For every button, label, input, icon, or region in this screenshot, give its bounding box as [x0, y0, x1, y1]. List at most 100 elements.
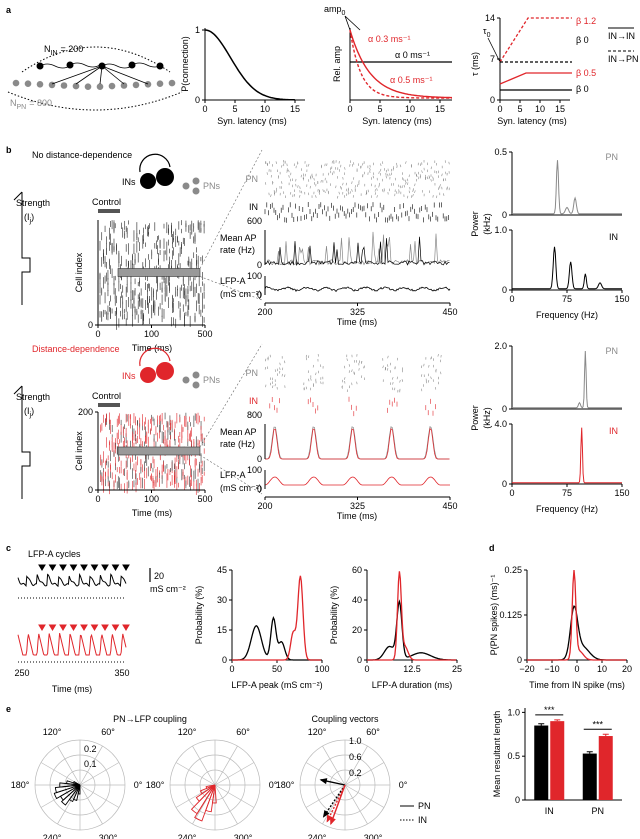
raster-spike — [297, 185, 299, 188]
label: β 0 — [576, 84, 589, 94]
raster-spike — [387, 173, 389, 177]
x-tick-label: 5 — [517, 104, 522, 114]
trace — [7, 91, 183, 111]
raster-spike — [344, 365, 346, 369]
label: τ (ms) — [470, 52, 480, 76]
polar-spoke — [214, 784, 238, 825]
trace — [367, 599, 457, 661]
trace — [512, 350, 622, 409]
text-part: ) — [31, 212, 34, 222]
polar-spoke — [305, 784, 346, 808]
error-bar — [554, 719, 561, 722]
label: PN — [605, 152, 618, 162]
y-tick-label: 0 — [88, 485, 93, 495]
label: PNs — [203, 181, 221, 191]
y-tick-label: 45 — [217, 565, 227, 575]
label: 1.0 — [349, 736, 362, 746]
x-tick-label: −20 — [519, 664, 534, 674]
raster-spike — [399, 380, 401, 383]
label: Time (ms) — [337, 511, 377, 521]
label: LFP-A — [220, 470, 246, 480]
x-tick-label: 15 — [555, 104, 565, 114]
y-tick-label: 2.0 — [494, 341, 507, 351]
raster-spike — [439, 184, 441, 187]
x-tick-label: 75 — [562, 294, 572, 304]
text-part: = 200 — [61, 44, 84, 54]
trace — [264, 231, 450, 266]
label: 60° — [101, 727, 115, 737]
label: rate (Hz) — [220, 439, 255, 449]
raster-spike — [299, 195, 301, 198]
label: 100 — [247, 271, 262, 281]
raster-spike — [354, 185, 356, 188]
bar — [598, 736, 613, 800]
pn-node — [48, 81, 56, 89]
raster-spike — [407, 182, 409, 185]
label: IN — [249, 202, 258, 212]
label: 100 — [247, 465, 262, 475]
label: (mS cm⁻²) — [220, 289, 262, 299]
y-tick-label: 0 — [517, 655, 522, 665]
y-tick-label: 1.0 — [507, 707, 520, 717]
y-tick-label: 0.125 — [499, 610, 522, 620]
x-tick-label: 0 — [497, 104, 502, 114]
y-tick-label: 40 — [352, 595, 362, 605]
raster-spike — [313, 177, 315, 181]
raster-spike — [338, 191, 340, 195]
x-tick-label: 12.5 — [403, 664, 421, 674]
raster-spike — [440, 371, 442, 375]
polar-spoke — [79, 745, 103, 786]
label: 300° — [234, 833, 253, 839]
label: 0.2 — [349, 768, 362, 778]
label: Power — [470, 405, 480, 431]
label: 20 — [154, 571, 164, 581]
label: β 0.5 — [576, 68, 596, 78]
trace — [232, 616, 322, 661]
label: Cell index — [74, 431, 84, 471]
raster-spike — [281, 373, 283, 377]
x-tick-label: PN — [591, 806, 604, 816]
x-tick-label: 20 — [622, 664, 632, 674]
cycle-marker — [59, 564, 67, 571]
label: LFP-A cycles — [28, 549, 81, 559]
trace — [17, 572, 127, 588]
label: INs — [122, 371, 136, 381]
raster-spike — [437, 353, 439, 357]
raster-spike — [428, 365, 430, 368]
label: 300° — [99, 833, 118, 839]
text-part: N — [44, 44, 51, 54]
y-tick-label: 15 — [217, 625, 227, 635]
raster-spike — [275, 190, 277, 193]
label: 240° — [178, 833, 197, 839]
polar-spoke — [175, 762, 216, 786]
raster-spike — [264, 358, 267, 362]
raster-spike — [365, 192, 367, 196]
raster-spike — [385, 175, 387, 179]
line — [199, 276, 263, 301]
y-tick-label: 0 — [502, 285, 507, 295]
pn-node — [108, 82, 116, 90]
x-tick-label: 0 — [229, 664, 234, 674]
raster-spike — [363, 365, 365, 369]
label: LFP-A duration (ms) — [372, 680, 453, 690]
x-tick-label: 0 — [364, 664, 369, 674]
label: (kHz) — [482, 213, 492, 235]
arrow-head — [326, 814, 333, 823]
raster-spike — [405, 181, 407, 185]
panel-label: c — [6, 543, 11, 553]
raster-spike — [382, 365, 384, 369]
in-icon — [156, 362, 174, 380]
raster-spike — [391, 387, 394, 391]
trace — [349, 29, 452, 99]
pn-icon — [182, 376, 190, 384]
trace — [69, 62, 101, 68]
label: 0 — [257, 484, 262, 494]
raster-spike — [405, 161, 407, 164]
x-tick-label: 0 — [347, 104, 352, 114]
x-tick-label: 15 — [435, 104, 445, 114]
y-tick-label: 60 — [352, 565, 362, 575]
pn-node — [132, 81, 140, 89]
trace — [17, 632, 127, 656]
arrow-head — [319, 778, 328, 785]
x-tick-label: 10 — [260, 104, 270, 114]
